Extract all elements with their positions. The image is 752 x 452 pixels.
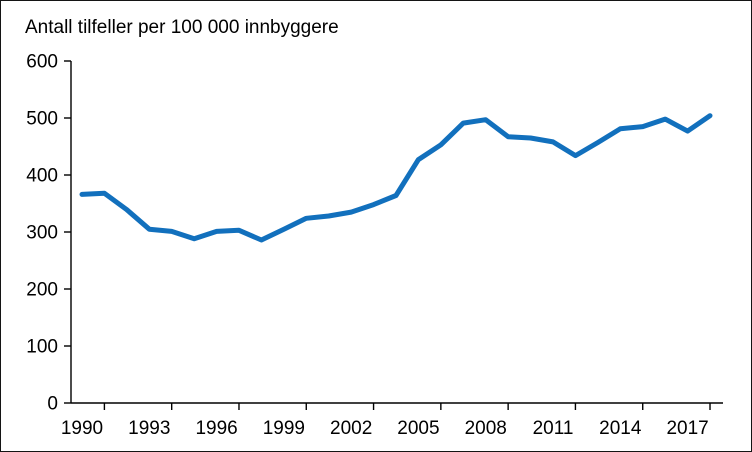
y-axis-tick-label: 300 (26, 223, 58, 244)
x-axis-tick-label: 1996 (195, 418, 237, 439)
x-axis-tick-label: 1993 (128, 418, 170, 439)
chart-title: Antall tilfeller per 100 000 innbyggere (25, 17, 339, 38)
y-axis-tick-label: 0 (47, 394, 58, 415)
x-axis-tick-label: 2005 (397, 418, 439, 439)
y-axis-tick-label: 400 (26, 166, 58, 187)
y-axis-tick-label: 600 (26, 52, 58, 73)
x-axis-tick-label: 2008 (465, 418, 507, 439)
data-line (79, 113, 713, 243)
x-axis-tick-label: 2002 (330, 418, 372, 439)
y-axis-tick-label: 200 (26, 280, 58, 301)
x-axis-tick-label: 2017 (666, 418, 708, 439)
x-axis-tick-label: 2014 (599, 418, 642, 439)
y-axis-tick-label: 100 (26, 337, 58, 358)
x-axis-tick-label: 2011 (533, 418, 574, 439)
y-axis-tick-label: 500 (26, 109, 58, 130)
x-axis-tick-label: 1990 (61, 418, 103, 439)
x-axis-tick-label: 1999 (263, 418, 305, 439)
